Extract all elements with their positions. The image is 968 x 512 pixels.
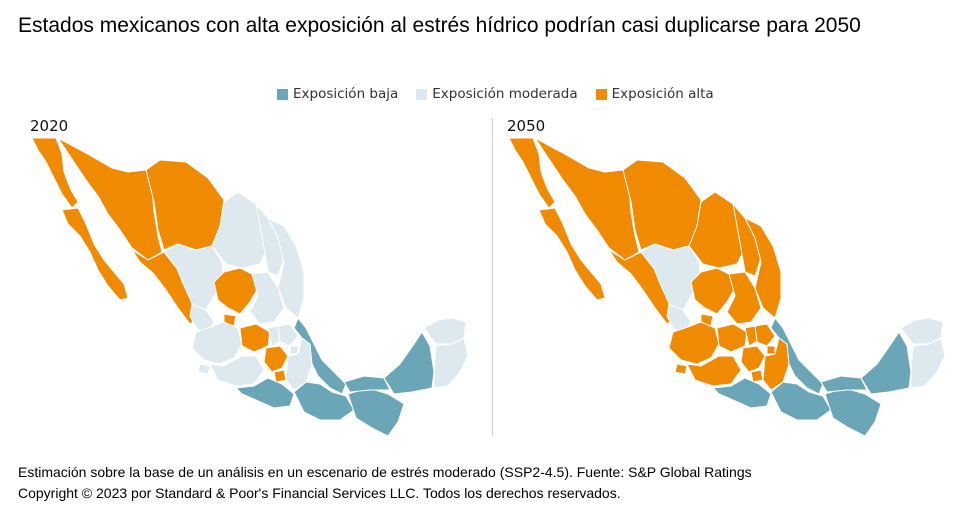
- state-colima: [674, 363, 688, 375]
- state-jalisco: [668, 321, 720, 365]
- panel-year-2020: 2020: [30, 117, 69, 135]
- state-estado-de-mexico: [740, 345, 766, 373]
- state-michoacan: [209, 355, 265, 387]
- state-guanajuato: [716, 323, 748, 353]
- state-san-luis-potosi: [249, 271, 285, 325]
- state-yucatan: [900, 317, 944, 345]
- legend-label-low: Exposición baja: [293, 86, 399, 102]
- legend-label-moderate: Exposición moderada: [432, 86, 578, 102]
- state-guerrero: [235, 377, 295, 409]
- legend-swatch-low: [277, 88, 288, 100]
- state-sonora: [534, 137, 640, 261]
- legend-item-high: Exposición alta: [595, 86, 714, 102]
- state-estado-de-mexico: [263, 345, 289, 373]
- legend-item-low: Exposición baja: [277, 86, 398, 102]
- state-colima: [197, 363, 211, 375]
- panel-divider: [492, 118, 493, 436]
- state-morelos: [750, 369, 764, 383]
- state-chiapas: [824, 387, 882, 437]
- state-baja-california: [508, 137, 556, 209]
- state-hidalgo: [754, 323, 776, 347]
- legend-label-high: Exposición alta: [611, 86, 714, 102]
- legend-swatch-moderate: [416, 88, 428, 100]
- state-tabasco: [343, 375, 391, 393]
- state-sonora: [57, 137, 163, 261]
- state-veracruz: [293, 317, 347, 395]
- state-hidalgo: [277, 323, 299, 347]
- state-veracruz: [770, 317, 824, 395]
- state-morelos: [273, 369, 287, 383]
- state-tlaxcala: [289, 345, 299, 355]
- state-baja-california-sur: [61, 207, 129, 301]
- chart-title: Estados mexicanos con alta exposición al…: [18, 14, 861, 37]
- state-tabasco: [820, 375, 868, 393]
- state-oaxaca: [770, 381, 832, 421]
- state-zacatecas: [690, 267, 736, 315]
- state-oaxaca: [293, 381, 355, 421]
- state-yucatan: [423, 317, 467, 345]
- state-quintana-roo: [433, 337, 469, 389]
- state-baja-california-sur: [538, 207, 606, 301]
- footnote-source: Estimación sobre la base de un análisis …: [18, 464, 752, 480]
- footnote-copyright: Copyright © 2023 por Standard & Poor's F…: [18, 485, 621, 501]
- state-tlaxcala: [766, 345, 776, 355]
- state-san-luis-potosi: [726, 271, 762, 325]
- legend: Exposición baja Exposición moderada Expo…: [277, 86, 732, 102]
- state-chiapas: [347, 387, 405, 437]
- state-quintana-roo: [910, 337, 946, 389]
- legend-swatch-high: [595, 88, 607, 100]
- state-campeche: [860, 331, 912, 395]
- state-campeche: [383, 331, 435, 395]
- legend-item-moderate: Exposición moderada: [416, 86, 578, 102]
- state-michoacan: [686, 355, 742, 387]
- panel-year-2050: 2050: [507, 117, 546, 135]
- map-2050: [508, 137, 946, 437]
- state-guanajuato: [239, 323, 271, 353]
- state-guerrero: [712, 377, 772, 409]
- state-jalisco: [191, 321, 243, 365]
- state-baja-california: [31, 137, 79, 209]
- map-2020: [31, 137, 469, 437]
- state-zacatecas: [213, 267, 259, 315]
